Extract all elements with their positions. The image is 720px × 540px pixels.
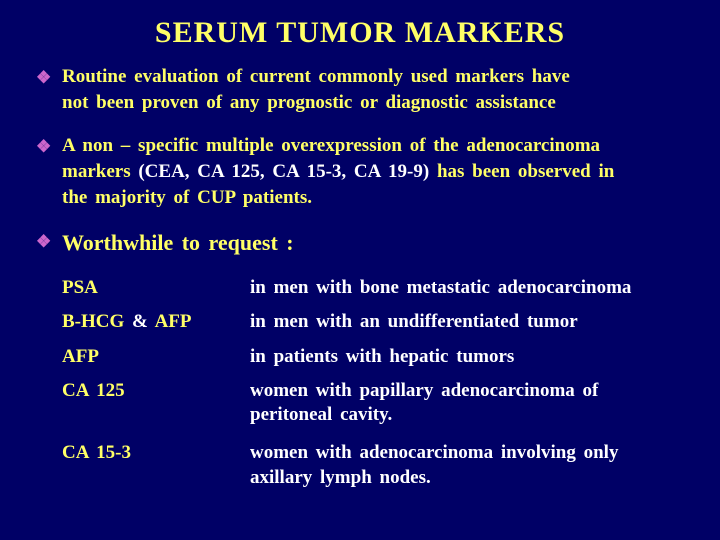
bullet-1: ❖ Routine evaluation of current commonly… xyxy=(36,64,684,115)
marker-desc: women with adenocarcinoma involving only… xyxy=(246,441,684,490)
bullet-2-cont2: the majority of CUP patients. xyxy=(62,187,312,208)
marker-name: CA 15-3 xyxy=(62,441,246,465)
bullet-3: ❖ Worthwhile to request : xyxy=(36,228,684,258)
bullet-2: ❖ A non – specific multiple overexpressi… xyxy=(36,133,684,210)
bullet-2-lead: A non – specific multiple overexpression… xyxy=(62,135,600,156)
table-row: CA 15-3 women with adenocarcinoma involv… xyxy=(62,441,684,490)
bullet-2-cont1-hl: (CEA, CA 125, CA 15-3, CA 19-9) xyxy=(138,161,437,182)
bullet-1-cont: not been proven of any prognostic or dia… xyxy=(62,92,556,113)
marker-desc: in men with an undifferentiated tumor xyxy=(246,310,684,334)
diamond-icon: ❖ xyxy=(36,67,51,90)
table-row: B-HCG & AFP in men with an undifferentia… xyxy=(62,310,684,334)
marker-table: PSA in men with bone metastatic adenocar… xyxy=(62,276,684,490)
bullet-3-text: Worthwhile to request : xyxy=(62,230,294,255)
marker-name: AFP xyxy=(62,345,246,369)
table-row: PSA in men with bone metastatic adenocar… xyxy=(62,276,684,300)
bullet-1-lead: Routine evaluation of current commonly u… xyxy=(62,66,570,87)
slide-title: SERUM TUMOR MARKERS xyxy=(36,16,684,50)
table-row: CA 125 women with papillary adenocarcino… xyxy=(62,379,684,428)
marker-name: CA 125 xyxy=(62,379,246,403)
marker-desc: women with papillary adenocarcinoma of p… xyxy=(246,379,684,428)
marker-name-b: AFP xyxy=(155,311,192,332)
diamond-icon: ❖ xyxy=(36,231,51,254)
marker-name: PSA xyxy=(62,276,246,300)
ampersand: & xyxy=(124,311,154,332)
bullet-2-cont1-post: has been observed in xyxy=(437,161,614,182)
marker-desc: in men with bone metastatic adenocarcino… xyxy=(246,276,684,300)
slide: SERUM TUMOR MARKERS ❖ Routine evaluation… xyxy=(0,0,720,540)
marker-name-a: B-HCG xyxy=(62,311,124,332)
bullet-2-cont1-pre: markers xyxy=(62,161,138,182)
marker-name: B-HCG & AFP xyxy=(62,310,246,334)
table-row: AFP in patients with hepatic tumors xyxy=(62,345,684,369)
marker-desc: in patients with hepatic tumors xyxy=(246,345,684,369)
diamond-icon: ❖ xyxy=(36,136,51,159)
